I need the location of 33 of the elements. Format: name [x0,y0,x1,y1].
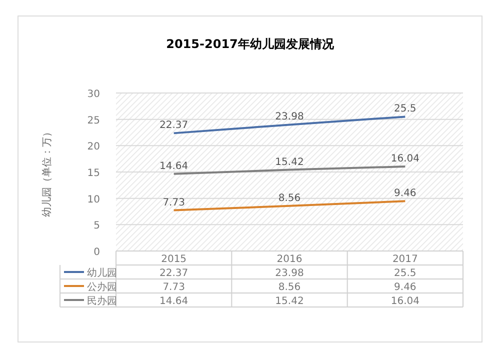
x-tick-label: 2017 [392,254,418,265]
data-label: 25.5 [394,268,416,279]
y-tick-label: 0 [94,247,100,258]
data-label: 23.98 [275,268,304,279]
data-label: 15.42 [275,296,304,307]
legend-label: 公办园 [87,281,117,293]
chart-title: 2015-2017年幼儿园发展情况 [166,37,335,51]
data-label: 9.46 [394,282,416,293]
annotation: 14.64 [160,160,188,172]
y-tick-label: 15 [87,168,100,179]
annotation: 22.37 [160,120,188,132]
y-tick-label: 25 [87,115,100,126]
data-label: 14.64 [160,296,188,307]
x-tick-label: 2016 [276,254,302,265]
y-tick-label: 30 [87,89,100,100]
annotation: 9.46 [394,188,416,200]
annotation: 23.98 [275,112,304,123]
legend-label: 幼儿园 [87,267,117,279]
y-tick-label: 5 [94,220,100,232]
annotation: 16.04 [390,154,420,165]
data-label: 8.56 [278,282,301,293]
annotation: 8.56 [278,192,301,204]
data-label: 16.04 [390,296,420,307]
x-tick-label: 2015 [161,254,187,265]
legend-label: 民办园 [87,295,117,307]
annotation: 15.42 [275,156,304,168]
data-label: 7.73 [162,282,185,293]
y-tick-label: 10 [87,194,100,206]
annotation: 7.73 [162,197,185,208]
annotation: 25.5 [394,104,416,115]
data-label: 22.37 [160,268,188,279]
y-tick-label: 20 [87,142,100,153]
y-axis-title: 幼儿园（单位：万） [41,127,53,217]
